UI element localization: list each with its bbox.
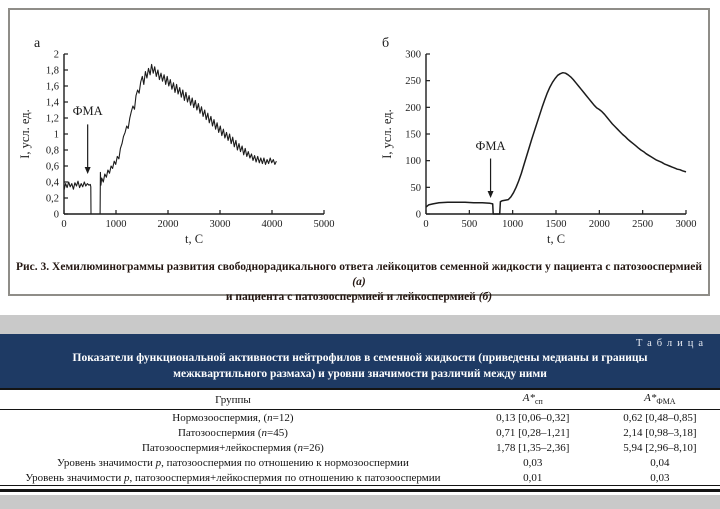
table-row: Нормозооспермия, (n=12) 0,13 [0,06–0,32]… <box>0 410 720 426</box>
y-tick-label: 50 <box>411 183 422 194</box>
group-label: Уровень значимости p, патозооспермия по … <box>57 456 409 469</box>
x-tick-label: 1000 <box>106 219 127 230</box>
value-a-fma: 0,04 <box>650 456 670 469</box>
a-sp-subscript: сп <box>534 397 543 407</box>
x-tick-label: 2000 <box>589 219 610 230</box>
x-tick-label: 5000 <box>314 219 335 230</box>
table-row: Уровень значимости p, патозооспермия по … <box>0 455 720 470</box>
column-header-a-fma: A*ФМА <box>599 388 720 410</box>
table-title: Показатели функциональной активности ней… <box>0 351 720 383</box>
table-section: Таблица Показатели функциональной активн… <box>0 315 720 509</box>
caption-text-2: и пациента с патозооспермией и лейкоспер… <box>225 290 479 303</box>
x-tick-label: 0 <box>423 219 428 230</box>
x-tick-label: 1000 <box>502 219 523 230</box>
y-tick-label: 0 <box>54 210 59 221</box>
value-a-fma: 5,94 [2,96–8,10] <box>623 441 697 454</box>
panel-label-b: б <box>382 36 390 51</box>
group-label: Патозооспермия+лейкоспермия (n=26) <box>141 441 324 454</box>
table-row: Патозооспермия (n=45) 0,71 [0,28–1,21] 2… <box>0 425 720 440</box>
y-tick-label: 0,6 <box>46 162 59 173</box>
group-label: Патозооспермия (n=45) <box>177 426 288 439</box>
y-tick-label: 0,4 <box>46 178 60 189</box>
figure-panel: а б 0 0,2 0,4 0,6 0,8 1 1,2 1,4 1,6 1,8 2 0 1000 2000… <box>8 8 710 303</box>
value-a-sp: 0,13 [0,06–0,32] <box>496 411 570 424</box>
group-label: Уровень значимости p, патозооспермия+лей… <box>0 470 466 486</box>
data-curve <box>425 71 687 215</box>
table-header-row: Группы A*сп A*ФМА <box>0 388 720 410</box>
x-tick-label: 3000 <box>676 219 697 230</box>
y-tick-label: 1,8 <box>46 66 59 77</box>
results-table: Группы A*сп A*ФМА Нормозооспермия, (n=12… <box>0 388 720 486</box>
x-axis-title: t, C <box>547 232 565 246</box>
fma-annotation-label: ФМА <box>476 139 506 153</box>
x-tick-label: 1500 <box>546 219 567 230</box>
y-tick-label: 1 <box>54 130 59 141</box>
value-a-sp: 0,71 [0,28–1,21] <box>496 426 570 439</box>
table-title-line1: Показатели функциональной активности ней… <box>72 352 648 364</box>
table-row: Уровень значимости p, патозооспермия+лей… <box>0 470 720 486</box>
y-tick-label: 100 <box>405 156 421 167</box>
y-tick-label: 250 <box>405 76 421 87</box>
fma-annotation-label: ФМА <box>73 104 103 118</box>
y-tick-label: 0 <box>416 210 421 221</box>
a-sp-symbol: A* <box>522 392 535 405</box>
fma-arrow-head <box>84 167 91 174</box>
a-fma-subscript: ФМА <box>656 397 676 407</box>
table-bottom-rule <box>0 489 720 492</box>
x-tick-label: 2500 <box>632 219 653 230</box>
caption-marker-a: (а) <box>352 275 366 288</box>
x-tick-label: 3000 <box>210 219 231 230</box>
column-header-a-sp: A*сп <box>465 388 600 410</box>
value-a-fma: 2,14 [0,98–3,18] <box>623 426 697 439</box>
x-axis-title: t, C <box>185 232 203 246</box>
y-axis-title: I, усл. ед. <box>380 109 394 159</box>
value-a-fma: 0,03 <box>599 470 720 486</box>
y-tick-label: 0,8 <box>46 146 59 157</box>
panel-label-a: а <box>34 36 41 51</box>
chart-a-plot: 0 0,2 0,4 0,6 0,8 1 1,2 1,4 1,6 1,8 2 0 1000 2000 3000… <box>18 50 335 247</box>
y-axis-title: I, усл. ед. <box>18 109 32 159</box>
figure-caption: Рис. 3. Хемилюминограммы развития свобод… <box>10 260 708 305</box>
table-header-band: Таблица Показатели функциональной активн… <box>0 334 720 388</box>
y-tick-label: 2 <box>54 50 59 61</box>
table-row: Патозооспермия+лейкоспермия (n=26) 1,78 … <box>0 440 720 455</box>
fma-arrow-head <box>487 191 494 198</box>
value-a-sp: 0,03 <box>523 456 543 469</box>
value-a-sp: 1,78 [1,35–2,36] <box>496 441 570 454</box>
table-corner-label: Таблица <box>635 338 708 349</box>
x-tick-label: 0 <box>61 219 66 230</box>
x-tick-label: 500 <box>461 219 477 230</box>
caption-text-1: Рис. 3. Хемилюминограммы развития свобод… <box>16 261 702 273</box>
data-curve <box>63 63 277 215</box>
a-fma-symbol: A* <box>644 392 657 405</box>
x-tick-label: 4000 <box>262 219 283 230</box>
table-title-line2: межквартильного размаха) и уровни значим… <box>173 367 547 380</box>
value-a-fma: 0,62 [0,48–0,85] <box>623 411 697 424</box>
caption-marker-b: (б) <box>478 290 493 303</box>
column-header-groups: Группы <box>0 388 466 410</box>
y-tick-label: 150 <box>405 130 421 141</box>
gray-strip-bottom <box>0 494 720 509</box>
y-tick-label: 1,2 <box>46 114 59 125</box>
y-tick-label: 1,6 <box>46 82 59 93</box>
group-label: Нормозооспермия, (n=12) <box>172 411 294 424</box>
y-tick-label: 0,2 <box>46 194 59 205</box>
gray-strip-top <box>0 315 720 334</box>
y-tick-label: 300 <box>405 50 421 61</box>
y-tick-label: 1,4 <box>46 98 60 109</box>
x-tick-label: 2000 <box>158 219 179 230</box>
value-a-sp: 0,01 <box>465 470 600 486</box>
y-tick-label: 200 <box>405 103 421 114</box>
